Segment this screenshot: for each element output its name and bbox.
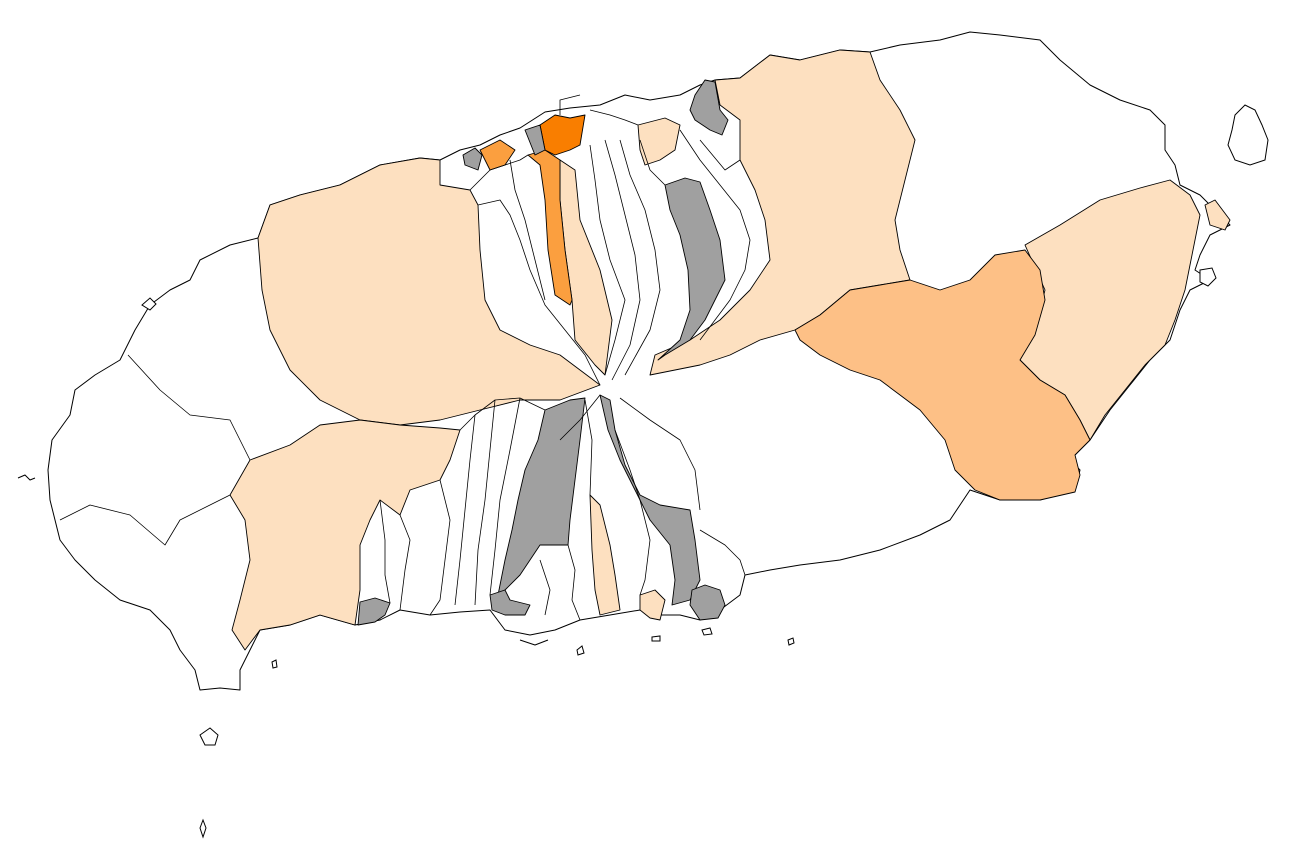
coastline-west-detail bbox=[17, 474, 36, 481]
region-east-center[interactable] bbox=[794, 249, 1091, 501]
region-nodata-city-a[interactable] bbox=[462, 147, 483, 171]
region-west-south[interactable] bbox=[229, 419, 461, 651]
islet-southwest-dot bbox=[271, 659, 278, 669]
region-nodata-north-east[interactable] bbox=[689, 79, 729, 136]
islet-nodata-south bbox=[701, 627, 713, 636]
region-south-strip[interactable] bbox=[589, 494, 621, 616]
islet-marado bbox=[199, 727, 219, 746]
region-nodata-southeast[interactable] bbox=[689, 584, 726, 621]
islet-south-a bbox=[576, 645, 585, 656]
region-nodata-south-a[interactable] bbox=[497, 397, 586, 596]
region-east-tip[interactable] bbox=[1204, 199, 1231, 231]
islet-east-small bbox=[1199, 267, 1217, 287]
region-nodata-southwest[interactable] bbox=[357, 597, 391, 626]
islet-south-b bbox=[787, 637, 795, 646]
region-city-west[interactable] bbox=[479, 139, 516, 171]
islet-west bbox=[141, 297, 157, 311]
coastline-south-detail bbox=[519, 639, 549, 646]
islet-south-c bbox=[651, 635, 661, 642]
region-nodata-city-b[interactable] bbox=[524, 124, 546, 156]
region-city-strip[interactable] bbox=[527, 149, 573, 306]
region-nodata-south-c[interactable] bbox=[489, 589, 531, 616]
region-north-small[interactable] bbox=[637, 117, 681, 166]
region-city-core[interactable] bbox=[539, 114, 586, 156]
islet-udo bbox=[1227, 104, 1269, 166]
region-south-coast-small[interactable] bbox=[639, 589, 666, 621]
district-boundaries bbox=[59, 94, 751, 621]
islet-tiny-south bbox=[199, 818, 207, 839]
region-nodata-north-strip[interactable] bbox=[657, 177, 726, 361]
region-west-north[interactable] bbox=[257, 157, 601, 426]
